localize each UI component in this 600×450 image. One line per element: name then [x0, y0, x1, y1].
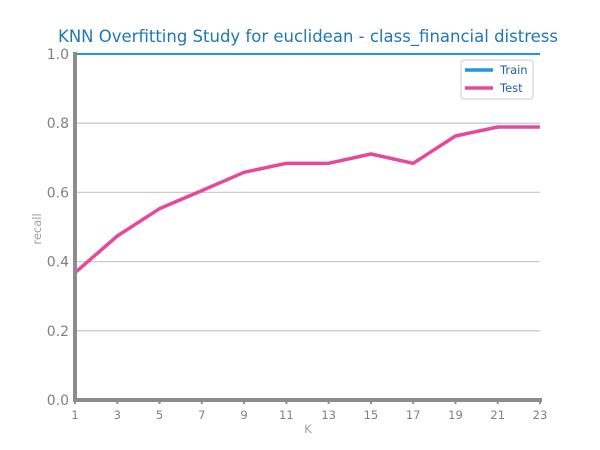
x-tick-label: 13	[321, 408, 336, 422]
x-tick-label: 23	[533, 408, 548, 422]
y-tick-label: 0.0	[47, 393, 69, 409]
x-axis-label: K	[304, 422, 312, 436]
x-tick-label: 11	[279, 408, 294, 422]
x-tick-label: 9	[240, 408, 247, 422]
series-lines	[73, 53, 540, 274]
legend-label: Test	[499, 81, 523, 95]
y-tick-label: 0.4	[47, 255, 69, 271]
chart-title: KNN Overfitting Study for euclidean - cl…	[58, 27, 558, 47]
x-tick-label: 7	[198, 408, 205, 422]
y-tick-label: 1.0	[47, 47, 69, 63]
y-tick-label: 0.2	[47, 324, 69, 340]
x-tick-label: 3	[114, 408, 121, 422]
x-tick-label: 17	[406, 408, 421, 422]
y-tick-labels: 0.0 0.2 0.4 0.6 0.8 1.0	[47, 47, 69, 409]
x-tick-label: 5	[156, 408, 163, 422]
x-tick-labels: 1 3 5 7 9 11 13 15 17 19 21 23	[71, 408, 547, 422]
axes	[73, 52, 542, 404]
x-tick-label: 19	[448, 408, 463, 422]
y-tick-label: 0.8	[47, 116, 69, 132]
series-line-test	[73, 125, 540, 274]
legend: Train Test	[460, 59, 534, 100]
y-tick-label: 0.6	[47, 185, 69, 201]
x-tick-label: 21	[490, 408, 505, 422]
x-tick-label: 15	[364, 408, 379, 422]
y-axis-label: recall	[30, 213, 44, 244]
x-tick-label: 1	[71, 408, 78, 422]
legend-label: Train	[499, 63, 528, 77]
